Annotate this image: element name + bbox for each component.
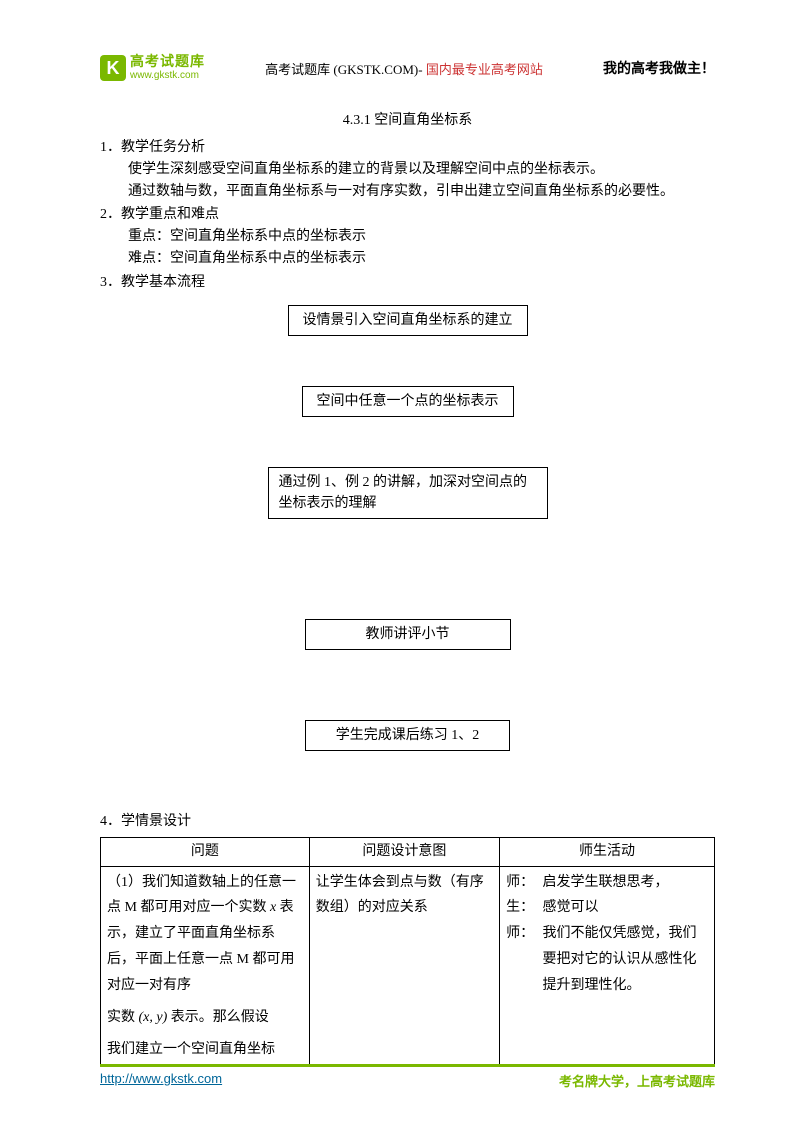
header-center: 高考试题库 (GKSTK.COM)- 国内最专业高考网站 [265, 59, 543, 78]
activity-text-1: 启发学生联想思考， [542, 870, 708, 896]
footer-url-link[interactable]: http://www.gkstk.com [100, 1071, 222, 1090]
logo-title: 高考试题库 [130, 55, 205, 70]
header-slogan: 国内最专业高考网站 [426, 62, 543, 77]
document-body: 1．教学任务分析 使学生深刻感受空间直角坐标系的建立的背景以及理解空间中点的坐标… [100, 137, 715, 1066]
footer-slogan-a: 考名牌大学 [559, 1074, 624, 1089]
cell-problem-text-d: 表示。那么假设 [167, 1010, 269, 1025]
cell-problem: （1）我们知道数轴上的任意一点 M 都可用对应一个实数 x 表示，建立了平面直角… [101, 866, 310, 1066]
flow-box-5: 学生完成课后练习 1、2 [305, 720, 511, 751]
header-tagline: 我的高考我做主！ [603, 58, 715, 78]
design-table: 问题 问题设计意图 师生活动 （1）我们知道数轴上的任意一点 M 都可用对应一个… [100, 837, 715, 1067]
section-3-heading: 3．教学基本流程 [100, 272, 715, 294]
table-row: （1）我们知道数轴上的任意一点 M 都可用对应一个实数 x 表示，建立了平面直角… [101, 866, 715, 1066]
activity-text-3: 我们不能仅凭感觉，我们要把对它的认识从感性化提升到理性化。 [542, 921, 708, 999]
section-1-heading: 1．教学任务分析 [100, 137, 715, 159]
footer-slogan-b: 上高考试题库 [637, 1074, 715, 1089]
flow-box-3: 通过例 1、例 2 的讲解，加深对空间点的坐标表示的理解 [268, 467, 548, 519]
site-logo: K 高考试题库 www.gkstk.com [100, 55, 205, 81]
flow-box-1: 设情景引入空间直角坐标系的建立 [288, 305, 528, 336]
cell-problem-text-e: 我们建立一个空间直角坐标 [107, 1037, 303, 1063]
cell-problem-text-c: 实数 [107, 1010, 139, 1025]
activity-label-2: 生： [506, 895, 542, 921]
activity-label-3: 师： [506, 921, 542, 999]
logo-mark: K [100, 55, 126, 81]
footer-slogan: 考名牌大学，上高考试题库 [559, 1071, 715, 1090]
section-2-p2: 难点：空间直角坐标系中点的坐标表示 [100, 248, 715, 270]
header-site-name: 高考试题库 (GKSTK.COM)- [265, 62, 426, 77]
flow-box-2: 空间中任意一个点的坐标表示 [302, 386, 514, 417]
cell-problem-text-a: （1）我们知道数轴上的任意一点 M 都可用对应一个实数 [107, 875, 296, 916]
table-header-activity: 师生活动 [500, 837, 715, 866]
activity-label-1: 师： [506, 870, 542, 896]
table-header-intent: 问题设计意图 [309, 837, 499, 866]
logo-url: www.gkstk.com [130, 70, 205, 81]
cell-problem-var-xy: (x, y) [139, 1010, 168, 1025]
cell-intent: 让学生体会到点与数（有序数组）的对应关系 [309, 866, 499, 1066]
section-1-p1: 使学生深刻感受空间直角坐标系的建立的背景以及理解空间中点的坐标表示。 [100, 159, 715, 181]
activity-text-2: 感觉可以 [542, 895, 708, 921]
cell-activity: 师：启发学生联想思考， 生：感觉可以 师：我们不能仅凭感觉，我们要把对它的认识从… [500, 866, 715, 1066]
footer-divider [100, 1064, 715, 1067]
page-footer: http://www.gkstk.com 考名牌大学，上高考试题库 [100, 1064, 715, 1090]
page-header: K 高考试题库 www.gkstk.com 高考试题库 (GKSTK.COM)-… [100, 55, 715, 81]
flow-box-4: 教师讲评小节 [305, 619, 511, 650]
section-4-heading: 4．学情景设计 [100, 811, 715, 833]
table-header-row: 问题 问题设计意图 师生活动 [101, 837, 715, 866]
table-header-problem: 问题 [101, 837, 310, 866]
section-2-heading: 2．教学重点和难点 [100, 204, 715, 226]
section-1-p2: 通过数轴与数，平面直角坐标系与一对有序实数，引申出建立空间直角坐标系的必要性。 [100, 181, 715, 203]
section-2-p1: 重点：空间直角坐标系中点的坐标表示 [100, 226, 715, 248]
footer-slogan-sep: ， [624, 1074, 637, 1089]
document-title: 4.3.1 空间直角坐标系 [100, 109, 715, 129]
